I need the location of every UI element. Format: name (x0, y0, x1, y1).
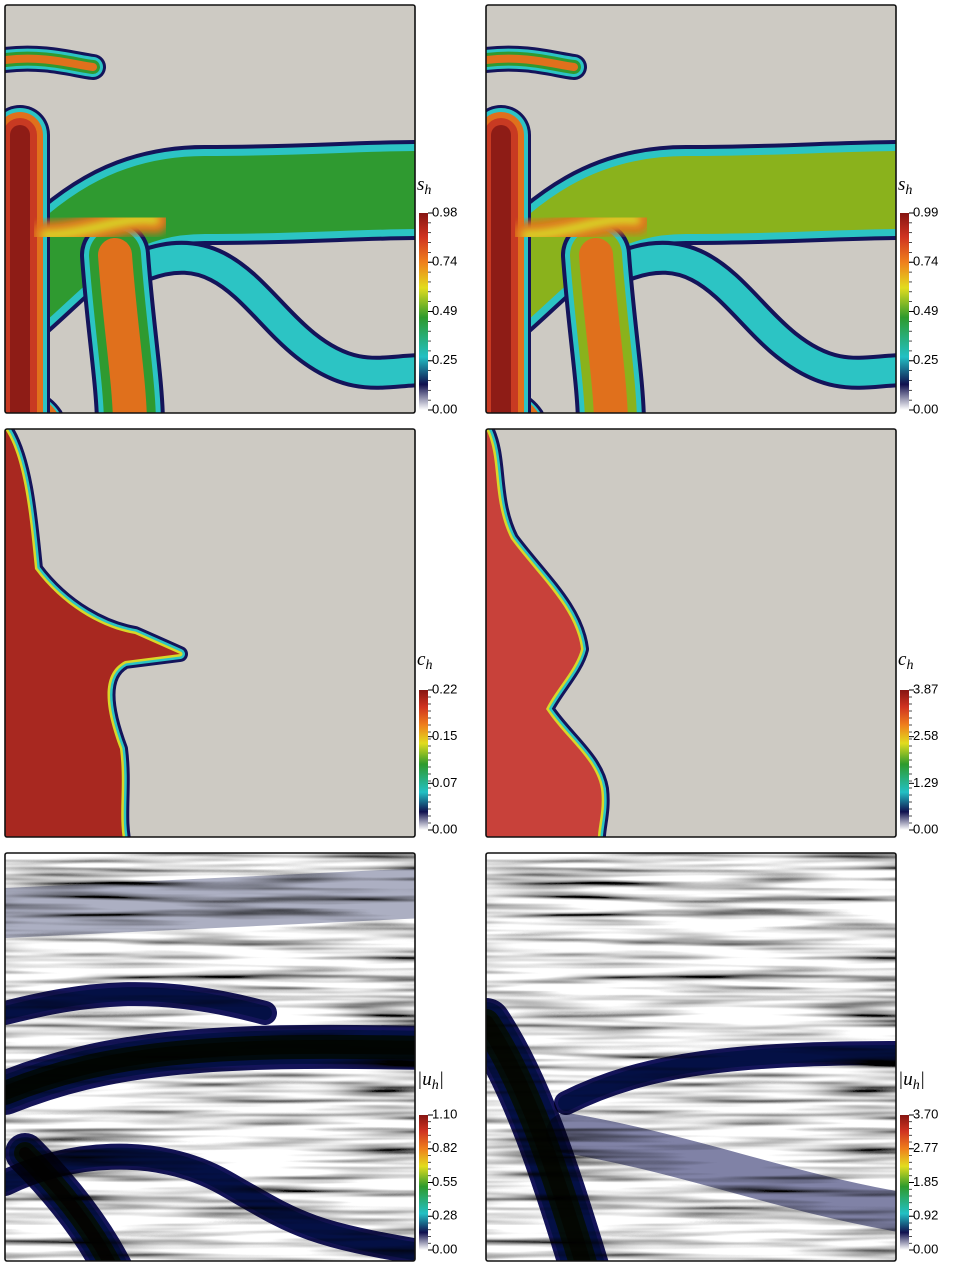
field (5, 5, 425, 425)
colorbar-tick-label: 0.00 (913, 1241, 938, 1256)
field-band (5, 893, 425, 913)
colorbar-tick-label: 0.22 (432, 681, 457, 696)
colorbar (900, 213, 909, 410)
colorbar (419, 690, 428, 830)
colorbar-label: sh (898, 174, 912, 198)
label-part: h (424, 183, 431, 198)
colorbar (900, 1115, 909, 1250)
label-part: u (422, 1069, 432, 1090)
colorbar-label: |uh| (898, 1069, 925, 1093)
label-part: | (439, 1069, 444, 1090)
colorbar-tick-label: 0.15 (432, 728, 457, 743)
colorbar (900, 690, 909, 830)
colorbar-label: ch (898, 649, 913, 673)
panel (5, 429, 415, 849)
field-band (596, 255, 611, 425)
field (5, 429, 415, 849)
colorbar-tick-label: 0.00 (432, 1241, 457, 1256)
colorbar-tick-label: 0.49 (432, 303, 457, 318)
colorbar-tick-label: 1.29 (913, 775, 938, 790)
colorbar-tick-label: 0.25 (913, 352, 938, 367)
colorbar-label: sh (417, 174, 431, 198)
label-part: h (425, 658, 432, 673)
colorbar-tick-label: 0.00 (913, 821, 938, 836)
label-part: | (920, 1069, 925, 1090)
field (486, 5, 906, 425)
colorbar (419, 1115, 428, 1250)
colorbar-tick-label: 2.77 (913, 1140, 938, 1155)
colorbar-tick-label: 0.25 (432, 352, 457, 367)
colorbar-label: ch (417, 649, 432, 673)
label-part: h (913, 1078, 920, 1093)
figure: sh0.980.740.490.250.00sh0.990.740.490.25… (0, 0, 958, 1264)
label-part: s (898, 174, 905, 195)
colorbar-tick-label: 2.58 (913, 728, 938, 743)
label-part: h (905, 183, 912, 198)
colorbar-tick-label: 0.00 (432, 821, 457, 836)
colorbar-tick-label: 1.10 (432, 1106, 457, 1121)
panel (5, 5, 425, 425)
colorbar (419, 213, 428, 410)
colorbar-tick-label: 0.55 (432, 1174, 457, 1189)
field (486, 429, 896, 849)
panel (486, 429, 896, 849)
colorbar-tick-label: 0.74 (913, 254, 938, 269)
field-band (115, 255, 130, 425)
field (486, 853, 906, 1264)
panel (5, 853, 425, 1264)
field (5, 853, 425, 1264)
colorbar-tick-label: 0.98 (432, 204, 457, 219)
colorbar-tick-label: 0.00 (913, 401, 938, 416)
colorbar-tick-label: 1.85 (913, 1174, 938, 1189)
label-part: h (432, 1078, 439, 1093)
colorbar-tick-label: 0.92 (913, 1208, 938, 1223)
panel (486, 5, 906, 425)
label-part: h (906, 658, 913, 673)
colorbar-tick-label: 3.70 (913, 1106, 938, 1121)
colorbar-tick-label: 0.28 (432, 1208, 457, 1223)
colorbar-tick-label: 0.74 (432, 254, 457, 269)
colorbar-tick-label: 0.82 (432, 1140, 457, 1155)
label-part: u (903, 1069, 913, 1090)
colorbar-tick-label: 0.99 (913, 204, 938, 219)
colorbar-tick-label: 0.49 (913, 303, 938, 318)
colorbar-label: |uh| (417, 1069, 444, 1093)
colorbar-tick-label: 0.07 (432, 775, 457, 790)
colorbar-tick-label: 0.00 (432, 401, 457, 416)
panel (486, 853, 906, 1264)
label-part: s (417, 174, 424, 195)
colorbar-tick-label: 3.87 (913, 681, 938, 696)
